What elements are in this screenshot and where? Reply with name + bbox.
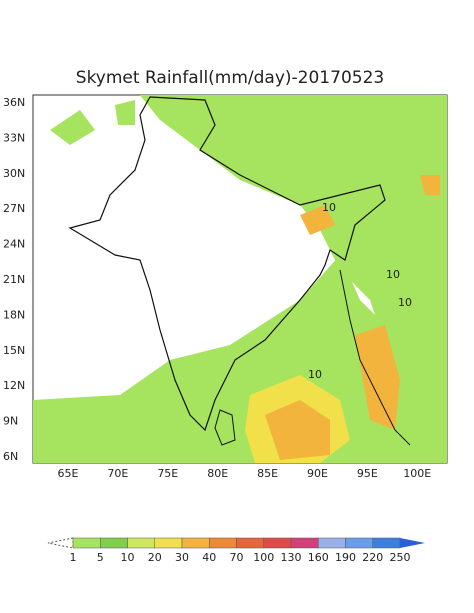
colorbar-segment	[100, 537, 128, 549]
lon-label: 85E	[257, 467, 278, 480]
lat-label: 9N	[3, 415, 18, 428]
lon-label: 100E	[403, 467, 431, 480]
lon-label: 80E	[207, 467, 228, 480]
colorbar-label: 10	[121, 551, 135, 564]
country-outline	[68, 96, 386, 432]
lat-label: 18N	[3, 308, 25, 321]
lat-label: 27N	[3, 202, 25, 215]
coast-outline	[339, 269, 411, 446]
colorbar-segment	[263, 537, 292, 549]
sri-lanka-outline	[214, 409, 236, 446]
colorbar-label: 190	[335, 551, 356, 564]
lon-label: 90E	[307, 467, 328, 480]
rain-field	[420, 175, 440, 195]
lat-label: 24N	[3, 238, 25, 251]
colorbar-arrow-right	[400, 538, 425, 548]
colorbar-label: 20	[148, 551, 162, 564]
colorbar-segment	[72, 537, 101, 549]
colorbar-segment	[345, 537, 373, 549]
lat-label: 30N	[3, 167, 25, 180]
rain-field	[300, 205, 335, 235]
colorbar-label: 5	[97, 551, 104, 564]
colorbar-label: 160	[308, 551, 329, 564]
rain-field	[355, 325, 400, 430]
colorbar-label: 40	[202, 551, 216, 564]
map-title: Skymet Rainfall(mm/day)-20170523	[76, 68, 384, 88]
lon-label: 65E	[58, 467, 79, 480]
colorbar-segment	[209, 537, 237, 549]
colorbar-segment	[290, 537, 319, 549]
colorbar: 1 5 10 20 30 40 70 100 130 160 190 220 250	[47, 537, 425, 564]
colorbar-arrow-left	[47, 537, 74, 549]
rain-field	[115, 100, 135, 125]
rain-field	[50, 110, 95, 145]
colorbar-label: 220	[362, 551, 383, 564]
lat-label: 6N	[3, 450, 18, 463]
lat-label: 15N	[3, 344, 25, 357]
lon-label: 95E	[357, 467, 378, 480]
colorbar-segment	[127, 537, 155, 549]
lat-label: 12N	[3, 379, 25, 392]
map-area: 10 10 10 10	[32, 94, 448, 464]
lat-label: 36N	[3, 96, 25, 109]
colorbar-label: 70	[230, 551, 244, 564]
colorbar-label: 1	[70, 551, 77, 564]
contour-label: 10	[386, 268, 400, 281]
colorbar-segment	[318, 537, 346, 549]
lon-label: 70E	[107, 467, 128, 480]
colorbar-label: 100	[253, 551, 274, 564]
rain-field	[265, 400, 330, 460]
contour-label: 10	[322, 201, 336, 214]
lat-label: 33N	[3, 131, 25, 144]
colorbar-segment	[181, 537, 210, 549]
contour-label: 10	[308, 368, 322, 381]
colorbar-segment	[154, 537, 183, 549]
colorbar-segment	[236, 537, 264, 549]
lon-label: 75E	[157, 467, 178, 480]
colorbar-label: 130	[281, 551, 302, 564]
rain-field	[33, 255, 447, 463]
colorbar-label: 30	[175, 551, 189, 564]
contour-label: 10	[398, 296, 412, 309]
colorbar-label: 250	[390, 551, 411, 564]
colorbar-segment	[372, 537, 401, 549]
lat-label: 21N	[3, 273, 25, 286]
